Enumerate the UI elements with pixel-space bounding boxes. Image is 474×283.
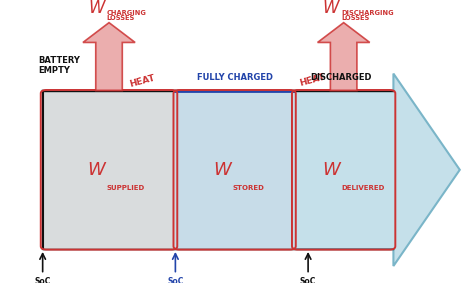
Text: $\mathit{W}$: $\mathit{W}$ [88,0,107,17]
Text: $\mathit{W}$: $\mathit{W}$ [87,161,107,179]
Text: DISCHARGED: DISCHARGED [310,73,372,82]
Text: DELIVERED: DELIVERED [341,185,385,191]
Text: DISCHARGING: DISCHARGING [341,10,394,16]
Text: STORED: STORED [232,185,264,191]
Text: FULLY CHARGED: FULLY CHARGED [197,73,273,82]
Polygon shape [43,91,175,249]
Polygon shape [43,74,460,266]
Text: SUPPLIED: SUPPLIED [107,185,145,191]
Text: HEAT: HEAT [129,74,156,89]
Text: LOSSES: LOSSES [341,15,370,21]
Polygon shape [175,91,294,249]
Text: $\mathit{W}$: $\mathit{W}$ [322,161,342,179]
Text: SoC
0%: SoC 0% [300,277,316,283]
Text: SoC
0%: SoC 0% [35,277,51,283]
Text: HEAT: HEAT [299,72,326,88]
Text: $\mathit{W}$: $\mathit{W}$ [322,0,341,17]
Text: SoC
100%: SoC 100% [164,277,187,283]
Polygon shape [83,23,135,91]
Text: $\mathit{W}$: $\mathit{W}$ [213,161,233,179]
Text: LOSSES: LOSSES [107,15,135,21]
Text: BATTERY
EMPTY: BATTERY EMPTY [38,55,80,75]
Text: CHARGING: CHARGING [107,10,146,16]
Polygon shape [318,23,370,91]
